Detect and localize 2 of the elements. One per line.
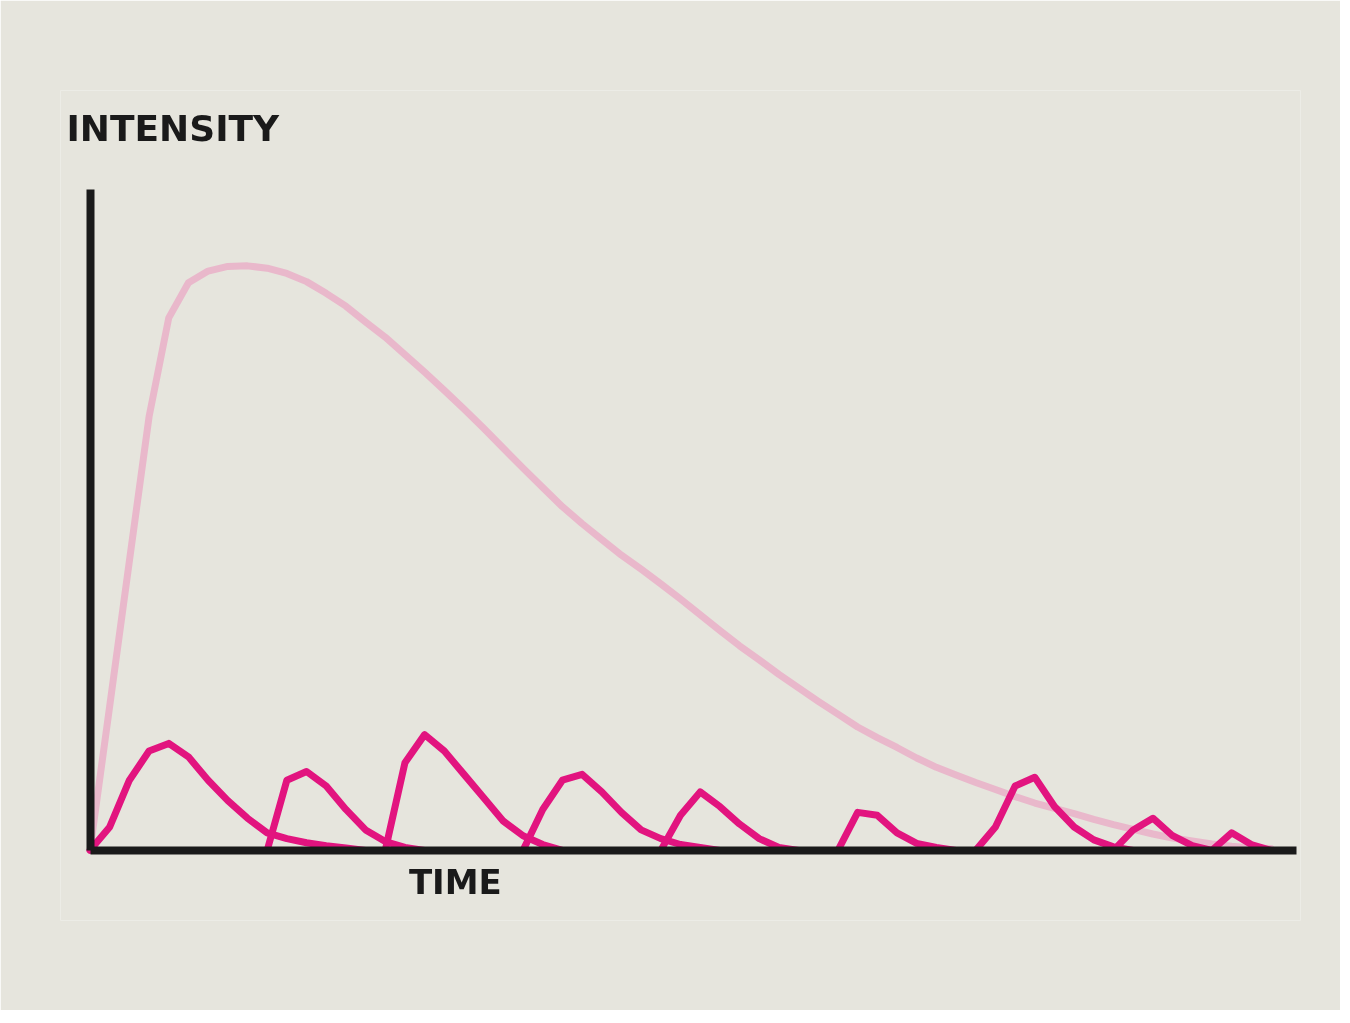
x-axis-title: TIME — [408, 862, 502, 903]
y-axis-title: INTENSITY — [66, 107, 281, 149]
